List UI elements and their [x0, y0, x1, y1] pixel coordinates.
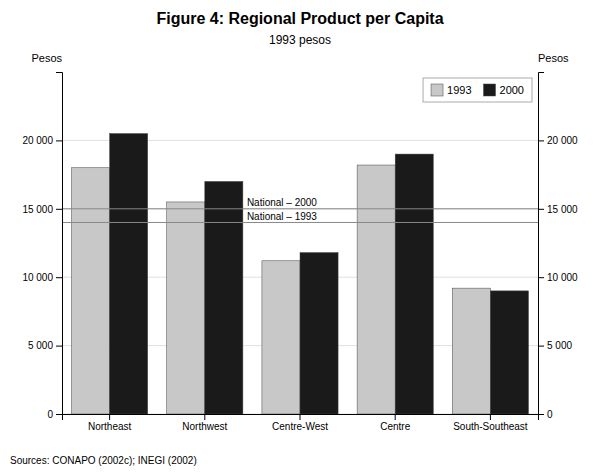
bar: [490, 291, 528, 414]
tick-mark: [490, 414, 491, 420]
tick-label: 5 000: [28, 340, 53, 351]
legend-swatch: [431, 84, 443, 96]
reference-line: [62, 222, 538, 223]
bar: [357, 165, 395, 414]
tick-label: 5 000: [547, 340, 572, 351]
subtitle: 1993 pesos: [269, 33, 331, 47]
bar: [262, 261, 300, 414]
tick: 10 000: [538, 272, 578, 283]
reference-label: National – 2000: [247, 197, 317, 208]
y2-axis-title: Pesos: [538, 52, 569, 64]
reference-line: [62, 208, 538, 209]
legend: 1993 2000: [423, 78, 532, 102]
tick: Northwest: [182, 414, 227, 432]
tick: 10 000: [22, 272, 62, 283]
legend-box: [423, 78, 532, 102]
tick-mark: [395, 414, 396, 420]
tick-mark: [56, 414, 62, 415]
bar: [452, 288, 490, 414]
tick-label: 10 000: [22, 272, 53, 283]
tick-label: 15 000: [22, 204, 53, 215]
tick: South-Southeast: [453, 414, 528, 432]
tick: 0: [538, 409, 553, 420]
tick-label: Northeast: [88, 421, 132, 432]
tick: 15 000: [22, 204, 62, 215]
tick: Centre-West: [272, 414, 328, 432]
tick-mark: [56, 209, 62, 210]
tick-mark: [538, 346, 544, 347]
tick-label: South-Southeast: [453, 421, 528, 432]
plot-area: [62, 134, 538, 414]
y-axis: 0 5 000 10 000 15 000 20 000: [22, 73, 62, 420]
tick-mark: [300, 414, 301, 420]
bar: [300, 253, 338, 414]
tick-mark: [56, 140, 62, 141]
axis-line: [539, 73, 545, 415]
tick: 5 000: [538, 340, 572, 351]
y2-axis: 0 5 000 10 000 15 000 20 000: [538, 73, 578, 420]
tick: 20 000: [538, 135, 578, 146]
tick: 0: [47, 409, 62, 420]
tick-label: 15 000: [547, 204, 578, 215]
title: Figure 4: Regional Product per Capita: [156, 10, 443, 27]
tick-label: Centre: [380, 421, 410, 432]
grid-line: [62, 208, 538, 209]
bar: [395, 154, 433, 414]
bar: [110, 134, 148, 414]
y-axis-title: Pesos: [31, 52, 62, 64]
tick-label: Centre-West: [272, 421, 328, 432]
source: Sources: CONAPO (2002c); INEGI (2002): [10, 455, 197, 466]
tick: 5 000: [28, 340, 62, 351]
legend-label: 2000: [500, 84, 524, 96]
axis-line: [63, 415, 539, 421]
tick: Centre: [380, 414, 410, 432]
bar: [205, 181, 243, 414]
tick-mark: [538, 277, 544, 278]
bar: [72, 168, 110, 414]
chart: National – 2000 National – 1993 0 5 000 10 0…: [0, 0, 600, 472]
x-axis: Northeast Northwest Centre-West Centre South…: [63, 414, 539, 432]
tick-mark: [538, 140, 544, 141]
tick-mark: [109, 414, 110, 420]
tick-label: 10 000: [547, 272, 578, 283]
reference-label: National – 1993: [247, 211, 317, 222]
legend-swatch: [484, 84, 496, 96]
tick-label: 20 000: [22, 135, 53, 146]
tick-mark: [538, 209, 544, 210]
tick-mark: [56, 277, 62, 278]
tick-label: 0: [47, 409, 53, 420]
series: [110, 134, 529, 414]
tick-label: Northwest: [182, 421, 227, 432]
tick-label: 20 000: [547, 135, 578, 146]
axis-line: [56, 73, 63, 415]
tick: 15 000: [538, 204, 578, 215]
bar: [167, 202, 205, 414]
tick-mark: [204, 414, 205, 420]
tick: Northeast: [88, 414, 132, 432]
tick-label: 0: [547, 409, 553, 420]
tick: 20 000: [22, 135, 62, 146]
tick-mark: [56, 346, 62, 347]
legend-label: 1993: [447, 84, 471, 96]
